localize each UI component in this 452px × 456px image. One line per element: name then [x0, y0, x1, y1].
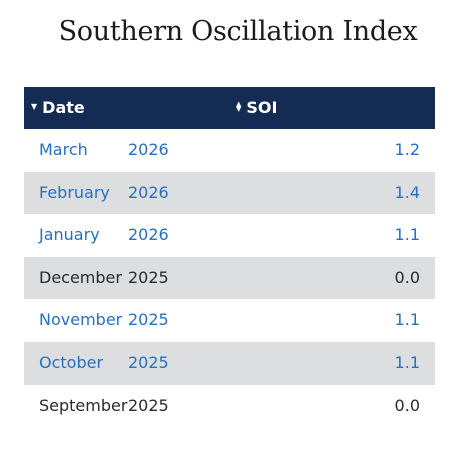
- month-cell[interactable]: January: [39, 225, 100, 245]
- soi-value-cell[interactable]: 1.1: [394, 310, 420, 330]
- year-cell: 2025: [128, 395, 169, 415]
- year-cell[interactable]: 2026: [128, 225, 169, 245]
- table-header: ▼ Date ▲ ▼ SOI: [24, 87, 435, 129]
- month-cell[interactable]: March: [39, 140, 88, 159]
- page-title: Southern Oscillation Index: [58, 16, 418, 47]
- soi-table: ▼ Date ▲ ▼ SOI March 2026 1.2 February 2026…: [24, 87, 435, 427]
- soi-value-cell: 0.0: [394, 267, 420, 287]
- year-cell[interactable]: 2025: [128, 352, 169, 372]
- soi-value-cell[interactable]: 1.1: [394, 225, 420, 245]
- year-cell[interactable]: 2026: [128, 182, 169, 202]
- sort-descending-icon: ▼: [31, 101, 38, 111]
- table-row[interactable]: February 2026 1.4: [24, 171, 435, 215]
- soi-value-cell[interactable]: 1.2: [394, 140, 420, 159]
- soi-value-cell[interactable]: 1.4: [394, 182, 420, 202]
- month-cell[interactable]: October: [39, 352, 104, 372]
- sort-both-icon: ▲ ▼: [236, 99, 242, 113]
- table-row[interactable]: January 2026 1.1: [24, 214, 435, 257]
- table-row[interactable]: October 2025 1.1: [24, 341, 435, 385]
- soi-value-cell[interactable]: 1.1: [394, 352, 420, 372]
- date-column-header[interactable]: ▼ Date: [31, 87, 85, 129]
- year-cell[interactable]: 2026: [128, 140, 169, 159]
- table-row[interactable]: March 2026 1.2: [24, 129, 435, 172]
- year-cell[interactable]: 2025: [128, 310, 169, 330]
- date-header-label: Date: [42, 98, 85, 117]
- table-row: September 2025 0.0: [24, 385, 435, 428]
- month-cell[interactable]: February: [39, 182, 110, 202]
- table-row: December 2025 0.0: [24, 256, 435, 300]
- table-row[interactable]: November 2025 1.1: [24, 299, 435, 342]
- soi-column-header[interactable]: ▲ ▼ SOI: [236, 87, 277, 129]
- soi-value-cell: 0.0: [394, 395, 420, 415]
- month-cell: September: [39, 395, 128, 415]
- year-cell: 2025: [128, 267, 169, 287]
- soi-header-label: SOI: [246, 98, 278, 117]
- month-cell: December: [39, 267, 122, 287]
- month-cell[interactable]: November: [39, 310, 123, 330]
